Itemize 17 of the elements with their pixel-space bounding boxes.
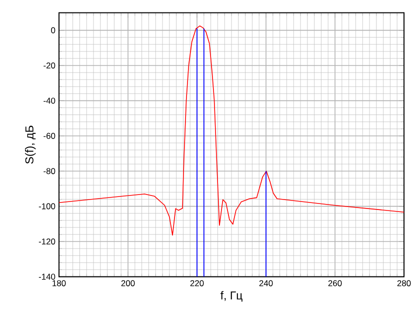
y-tick-label: -60 [44,132,56,139]
y-tick-label: 0 [51,27,56,34]
y-tick-label: -20 [44,62,56,68]
x-tick-label: 240 [259,280,273,286]
x-tick-label: 200 [121,280,135,286]
x-tick-label: 280 [397,280,411,286]
y-tick-label: -40 [44,98,56,104]
y-axis-title: S(f), дБ [25,126,36,164]
line-series [59,26,404,236]
x-tick-label: 220 [190,280,204,286]
y-tick-label: -80 [44,168,56,174]
y-tick-label: -120 [38,238,56,244]
y-tick-label: -100 [38,203,56,210]
y-tick-label: -140 [38,274,56,280]
x-axis-title: f, Гц [220,291,242,302]
x-tick-label: 180 [52,280,66,286]
x-tick-label: 260 [328,280,342,286]
